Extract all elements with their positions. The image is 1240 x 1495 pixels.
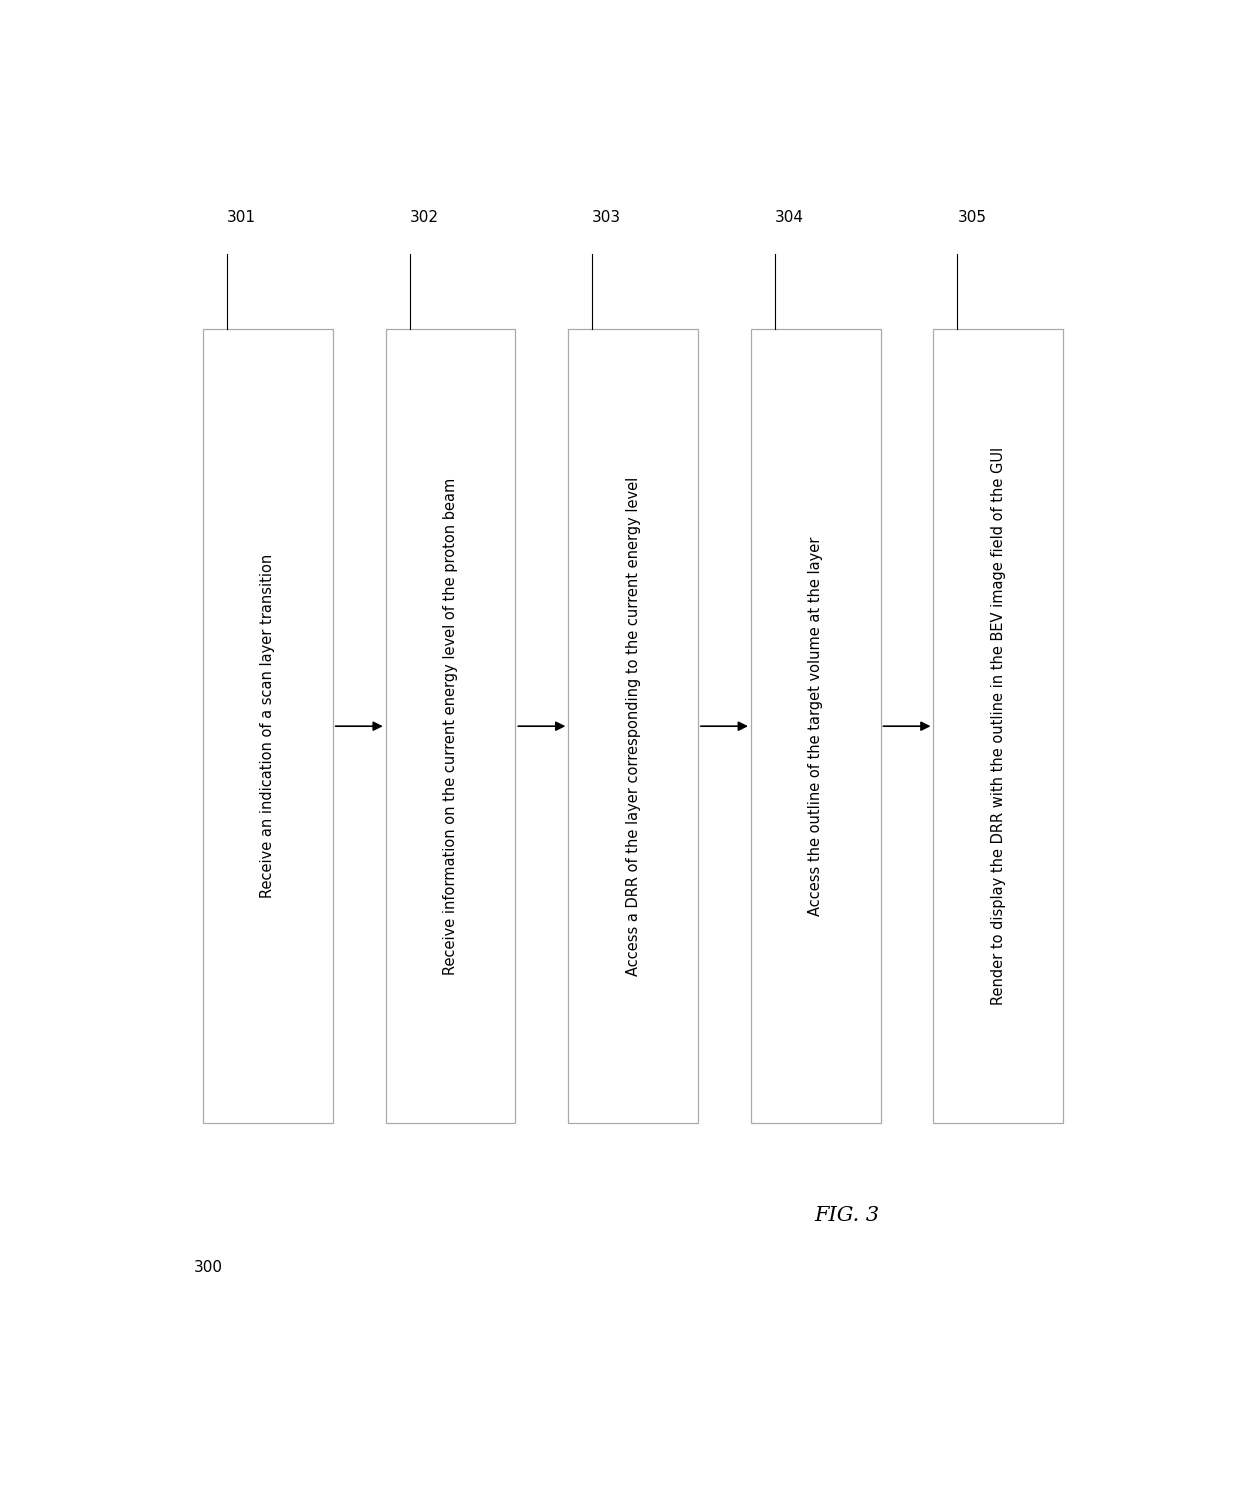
Text: Receive an indication of a scan layer transition: Receive an indication of a scan layer tr… bbox=[260, 555, 275, 898]
Bar bbox=[568, 329, 698, 1123]
Text: Access the outline of the target volume at the layer: Access the outline of the target volume … bbox=[808, 537, 823, 916]
Text: 305: 305 bbox=[957, 211, 987, 226]
Text: 300: 300 bbox=[193, 1260, 222, 1275]
Text: 304: 304 bbox=[775, 211, 804, 226]
Text: FIG. 3: FIG. 3 bbox=[815, 1206, 879, 1224]
Text: Access a DRR of the layer corresponding to the current energy level: Access a DRR of the layer corresponding … bbox=[626, 477, 641, 976]
Bar bbox=[934, 329, 1063, 1123]
Bar bbox=[386, 329, 516, 1123]
Text: Receive information on the current energy level of the proton beam: Receive information on the current energ… bbox=[443, 477, 458, 975]
Bar bbox=[203, 329, 332, 1123]
Bar bbox=[751, 329, 880, 1123]
Text: Render to display the DRR with the outline in the BEV image field of the GUI: Render to display the DRR with the outli… bbox=[991, 447, 1006, 1005]
Text: 302: 302 bbox=[409, 211, 439, 226]
Text: 303: 303 bbox=[593, 211, 621, 226]
Text: 301: 301 bbox=[227, 211, 257, 226]
